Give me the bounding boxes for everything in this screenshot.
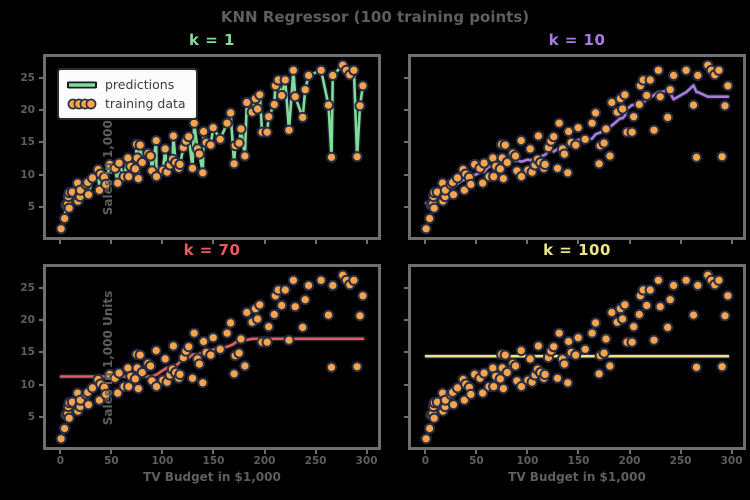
x-tick-mark — [110, 450, 113, 454]
legend-label: predictions — [105, 77, 175, 92]
x-tick-mark — [628, 450, 631, 454]
y-axis-label-bottom: Sales in 1,000 Units — [101, 290, 115, 426]
x-tick-label: 150 — [202, 455, 225, 467]
y-tick-label: 5 — [27, 410, 35, 423]
x-tick-label: 250 — [669, 455, 692, 467]
y-tick-label: 20 — [20, 104, 35, 117]
x-tick-mark — [679, 450, 682, 454]
plot-canvas — [55, 59, 369, 235]
x-tick-mark — [161, 450, 164, 454]
legend-entry-training-data: training data — [67, 94, 186, 113]
x-tick-label: 200 — [253, 455, 276, 467]
plot-canvas — [420, 269, 734, 445]
plot-area — [43, 264, 381, 450]
prediction-line-swatch — [67, 81, 97, 88]
x-tick-mark — [577, 450, 580, 454]
legend-entry-predictions: predictions — [67, 75, 186, 94]
x-tick-mark — [365, 450, 368, 454]
figure-title: KNN Regressor (100 training points) — [220, 8, 530, 26]
plot-area — [408, 264, 746, 450]
x-tick-label: 250 — [304, 455, 327, 467]
x-tick-label: 0 — [421, 455, 430, 467]
subplot-k-10: k = 10 — [404, 31, 746, 244]
y-tick-label: 15 — [20, 346, 35, 359]
x-tick-mark — [263, 450, 266, 454]
x-tick-label: 300 — [355, 455, 378, 467]
legend: predictions training data — [57, 68, 198, 120]
subplot-title-k-70: k = 70 — [183, 241, 241, 259]
legend-label: training data — [105, 96, 186, 111]
y-tick-label: 5 — [27, 200, 35, 213]
x-tick-mark — [475, 450, 478, 454]
x-tick-mark — [212, 450, 215, 454]
x-tick-label: 100 — [516, 455, 539, 467]
plot-canvas — [55, 269, 369, 445]
x-axis-label-left: TV Budget in $1,000 — [143, 470, 281, 484]
x-tick-label: 0 — [56, 455, 65, 467]
x-tick-label: 50 — [104, 455, 119, 467]
x-tick-mark — [424, 450, 427, 454]
subplot-title-k-10: k = 10 — [548, 31, 606, 49]
x-tick-label: 150 — [567, 455, 590, 467]
y-tick-label: 10 — [20, 168, 35, 181]
plot-area: predictions training data — [43, 54, 381, 240]
y-tick-label: 25 — [20, 72, 35, 85]
x-tick-label: 200 — [618, 455, 641, 467]
subplot-title-k-1: k = 1 — [189, 31, 235, 49]
y-tick-label: 20 — [20, 314, 35, 327]
x-tick-mark — [59, 450, 62, 454]
subplot-k-70: k = 70 0 50 100 150 200 250 300 5 10 15 20 25 — [20, 241, 381, 467]
subplot-title-k-100: k = 100 — [543, 241, 611, 259]
x-tick-label: 300 — [720, 455, 743, 467]
x-tick-label: 50 — [469, 455, 484, 467]
x-tick-mark — [526, 450, 529, 454]
subplot-k-100: k = 100 0 50 100 150 200 250 300 — [404, 241, 746, 467]
y-tick-label: 10 — [20, 378, 35, 391]
y-tick-label: 25 — [20, 282, 35, 295]
subplot-k-1: k = 1 predictions — [20, 31, 381, 244]
plot-canvas — [420, 59, 734, 235]
x-tick-mark — [314, 450, 317, 454]
x-axis-label-right: TV Budget in $1,000 — [508, 470, 646, 484]
training-data-swatch — [67, 98, 97, 109]
plot-area — [408, 54, 746, 240]
x-tick-mark — [730, 450, 733, 454]
y-tick-label: 15 — [20, 136, 35, 149]
x-tick-label: 100 — [151, 455, 174, 467]
